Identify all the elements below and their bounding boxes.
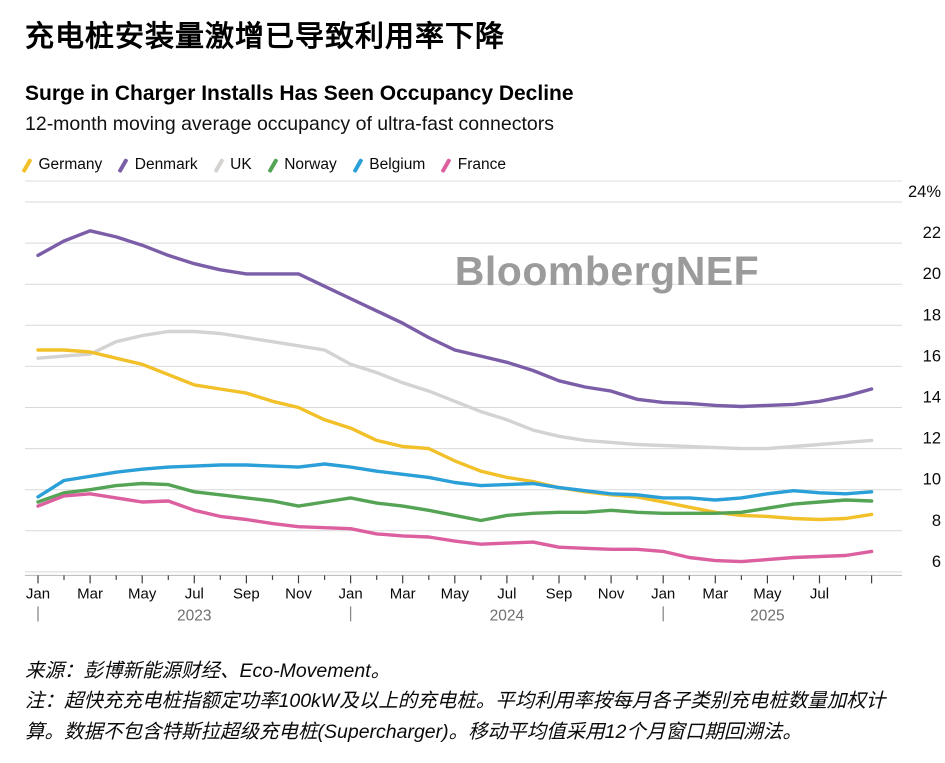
x-axis-month-label: May	[128, 585, 157, 602]
x-axis-month-label: Nov	[285, 585, 312, 602]
y-axis-label-18: 18	[923, 306, 941, 324]
methodology-note: 注：超快充充电桩指额定功率100kW及以上的充电桩。平均利用率按每月各子类别充电…	[25, 690, 886, 743]
legend-swatch-norway-icon	[267, 157, 278, 173]
x-axis-month-label: May	[753, 585, 782, 602]
legend-item-denmark[interactable]: Denmark	[117, 156, 198, 174]
y-axis-label-8: 8	[932, 512, 941, 530]
series-line-belgium	[36, 462, 874, 502]
legend-item-norway[interactable]: Norway	[267, 156, 337, 174]
x-axis-month-label: Jul	[185, 585, 204, 602]
y-axis-label-20: 20	[923, 265, 941, 283]
x-axis-month-label: Jan	[339, 585, 363, 602]
x-axis-month-label: Jan	[26, 585, 50, 602]
legend-item-uk[interactable]: UK	[213, 156, 252, 174]
x-axis-month-label: Jan	[651, 585, 675, 602]
x-axis-month-label: Mar	[77, 585, 103, 602]
page-title-zh: 充电桩安装量激增已导致利用率下降	[25, 21, 506, 53]
x-axis-year-label: 2023	[177, 607, 211, 624]
x-axis-year-label: 2025	[750, 607, 784, 624]
source-note: 来源：彭博新能源财经、Eco-Movement。	[25, 660, 391, 682]
y-axis-label-24: 24%	[908, 183, 941, 201]
legend-label-germany: Germany	[38, 156, 103, 173]
legend-item-belgium[interactable]: Belgium	[352, 156, 426, 174]
legend-item-france[interactable]: France	[440, 156, 506, 174]
series-line-uk	[36, 329, 874, 451]
legend-label-uk: UK	[230, 156, 252, 173]
x-axis-month-label: Sep	[546, 585, 573, 602]
y-axis-label-6: 6	[932, 553, 941, 571]
series-line-france	[36, 492, 874, 564]
y-axis-label-22: 22	[923, 224, 941, 242]
x-axis-month-label: Mar	[390, 585, 416, 602]
chart-subtitle: 12-month moving average occupancy of ult…	[25, 113, 554, 135]
legend-swatch-denmark-icon	[117, 157, 129, 173]
legend-swatch-france-icon	[440, 157, 452, 173]
x-axis-month-label: Sep	[233, 585, 260, 602]
legend: Germany Denmark UK Norway Belgium France	[0, 136, 945, 174]
series-line-denmark	[36, 229, 874, 409]
legend-swatch-germany-icon	[21, 157, 33, 173]
footnotes: 来源：彭博新能源财经、Eco-Movement。 注：超快充充电桩指额定功率10…	[0, 630, 945, 747]
y-axis-label-10: 10	[923, 471, 941, 489]
x-axis-month-label: Mar	[702, 585, 728, 602]
x-axis-year-label: 2024	[490, 607, 525, 624]
legend-label-belgium: Belgium	[369, 156, 426, 173]
legend-swatch-uk-icon	[213, 157, 224, 173]
legend-label-france: France	[457, 156, 506, 173]
x-axis-month-label: Jul	[497, 585, 516, 602]
y-axis-label-14: 14	[923, 389, 941, 407]
x-axis-month-label: Nov	[598, 585, 625, 602]
legend-label-denmark: Denmark	[134, 156, 198, 173]
x-axis-month-label: May	[441, 585, 470, 602]
legend-label-norway: Norway	[284, 156, 337, 173]
legend-swatch-belgium-icon	[352, 157, 363, 173]
legend-item-germany[interactable]: Germany	[21, 156, 103, 174]
occupancy-line-chart: 24% 22 20 18 16 14 12 10 8 6 Jan Mar May Jul Sep Nov Jan…	[25, 180, 941, 624]
x-axis-month-label: Jul	[810, 585, 829, 602]
y-axis-label-12: 12	[923, 430, 941, 448]
y-axis-label-16: 16	[923, 347, 941, 365]
chart-title-en: Surge in Charger Installs Has Seen Occup…	[25, 82, 574, 105]
chart-area: BloombergNEF 24% 22 20 18 16 14 12 10 8 6 Jan Mar Ma…	[0, 180, 945, 630]
series-line-norway	[36, 481, 874, 523]
series-line-germany	[36, 348, 874, 522]
